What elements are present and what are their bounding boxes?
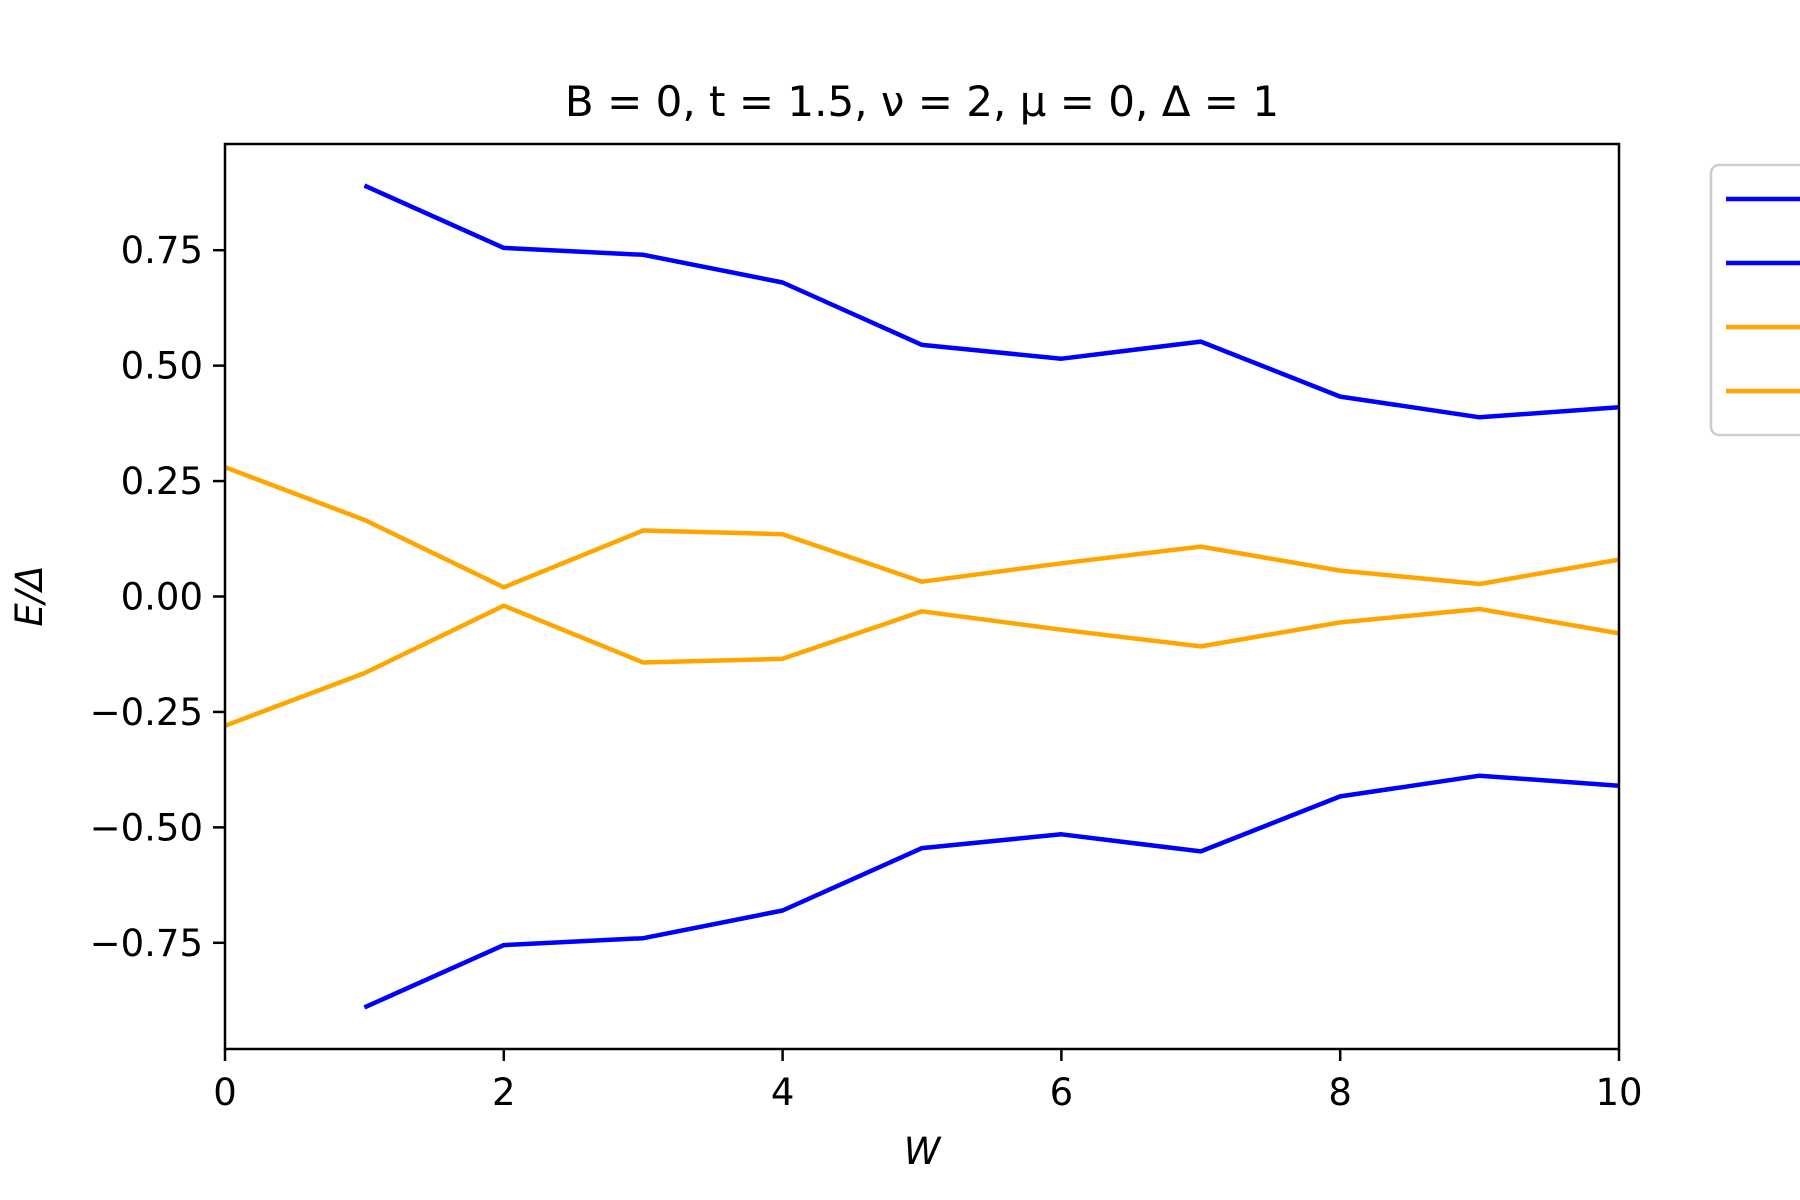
series-line-2 [363, 773, 1620, 1010]
y-axis: −0.75 −0.50 −0.25 0.00 0.25 0.50 0.75 [90, 229, 225, 965]
x-tick-label: 2 [492, 1071, 516, 1114]
legend [1709, 163, 1800, 437]
series-line-1 [363, 183, 1620, 420]
x-tick-label: 0 [213, 1071, 237, 1114]
y-axis-label: E/Δ [8, 565, 51, 626]
x-tick-label: 4 [771, 1071, 795, 1114]
y-tick-label: 0.00 [121, 576, 203, 619]
series-line-3 [224, 465, 1620, 590]
x-axis: 0 2 4 6 8 10 [213, 1049, 1643, 1114]
x-axis-label: W [904, 1130, 942, 1173]
y-tick-label: −0.75 [90, 922, 203, 965]
y-tick-label: −0.50 [90, 806, 203, 849]
series-layer [224, 183, 1620, 1010]
y-tick-label: −0.25 [90, 691, 203, 734]
y-tick-label: 0.50 [121, 345, 203, 388]
chart-title: B = 0, t = 1.5, ν = 2, μ = 0, Δ = 1 [565, 77, 1279, 126]
y-tick-label: 0.75 [121, 229, 203, 272]
series-line-4 [224, 603, 1620, 728]
y-tick-label: 0.25 [121, 460, 203, 503]
x-tick-label: 6 [1050, 1071, 1074, 1114]
plot-area: 0 2 4 6 8 10 −0.75 −0.50 −0.25 0.00 0.25 0.50 0.75 [90, 142, 1643, 1114]
legend-entries [1726, 196, 1800, 394]
x-tick-label: 8 [1328, 1071, 1352, 1114]
x-tick-label: 10 [1595, 1071, 1642, 1114]
legend-frame [1709, 163, 1800, 437]
